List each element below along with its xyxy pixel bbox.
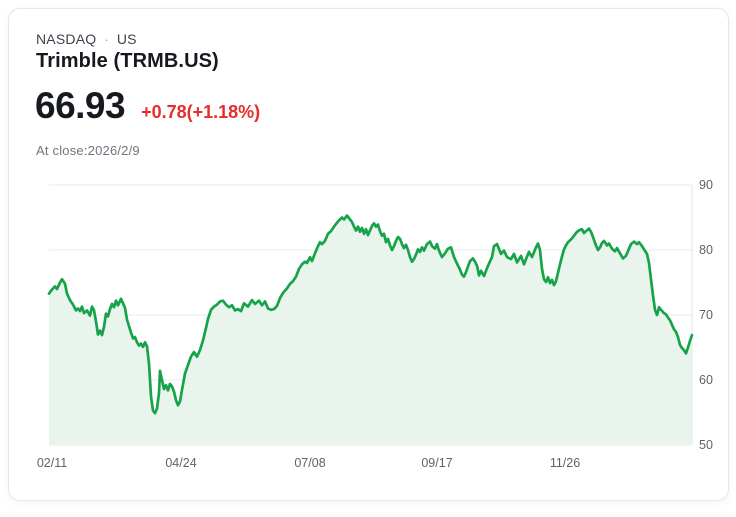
x-axis-tick: 07/08 <box>294 456 326 470</box>
x-axis-tick: 11/26 <box>549 456 581 470</box>
chart-canvas[interactable] <box>9 9 736 517</box>
price-row: 66.93 +0.78(+1.18%) <box>35 87 260 124</box>
y-axis-tick: 90 <box>699 178 713 192</box>
price-line <box>47 214 694 415</box>
y-axis-tick: 70 <box>699 308 713 322</box>
y-axis-tick: 60 <box>699 373 713 387</box>
exchange-row: NASDAQ · US <box>36 31 137 47</box>
close-time-note: At close:2026/2/9 <box>36 143 140 158</box>
price-change: +0.78(+1.18%) <box>141 102 261 122</box>
area-fill <box>49 215 692 445</box>
x-axis-tick: 02/11 <box>36 456 68 470</box>
current-price: 66.93 <box>35 85 126 126</box>
separator-dot: · <box>104 31 109 47</box>
region-label: US <box>116 31 137 47</box>
x-axis-tick: 04/24 <box>165 456 197 470</box>
price-chart[interactable]: 90 80 70 60 50 02/11 04/24 07/08 09/17 11/26 <box>9 9 736 517</box>
stock-title: Trimble (TRMB.US) <box>36 50 219 72</box>
y-axis-tick: 80 <box>699 243 713 257</box>
y-axis-tick: 50 <box>699 438 713 452</box>
exchange-label: NASDAQ <box>36 31 97 47</box>
x-axis-tick: 09/17 <box>421 456 453 470</box>
stock-quote-card: NASDAQ · US Trimble (TRMB.US) 66.93 +0.7… <box>8 8 729 501</box>
